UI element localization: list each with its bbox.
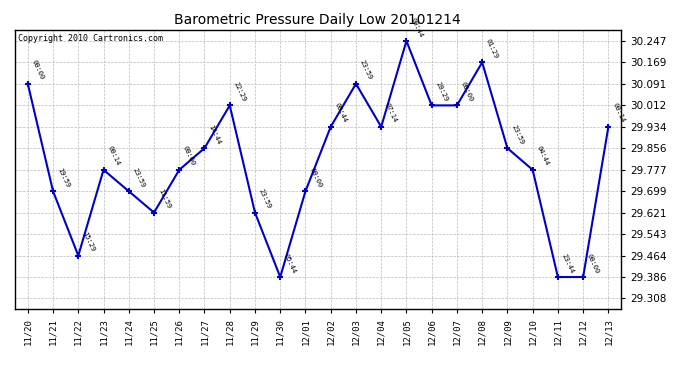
Text: 07:14: 07:14 (384, 102, 398, 124)
Text: 23:59: 23:59 (132, 166, 146, 188)
Text: 23:59: 23:59 (510, 124, 524, 146)
Text: 11:59: 11:59 (157, 188, 171, 210)
Text: 19:59: 19:59 (56, 166, 70, 188)
Text: 00:00: 00:00 (182, 145, 197, 167)
Text: 00:44: 00:44 (333, 102, 348, 124)
Text: 00:00: 00:00 (586, 252, 600, 274)
Text: 00:00: 00:00 (30, 59, 45, 81)
Text: 00:14: 00:14 (106, 145, 121, 167)
Text: 00:00: 00:00 (460, 81, 474, 103)
Text: 05:44: 05:44 (283, 252, 297, 274)
Text: 04:44: 04:44 (535, 145, 550, 167)
Text: 23:59: 23:59 (258, 188, 272, 210)
Text: 00:44: 00:44 (409, 16, 424, 38)
Text: 00:14: 00:14 (611, 102, 626, 124)
Text: 00:00: 00:00 (308, 166, 323, 188)
Text: Barometric Pressure Daily Low 20101214: Barometric Pressure Daily Low 20101214 (174, 13, 461, 27)
Text: 14:44: 14:44 (207, 124, 221, 146)
Text: 01:29: 01:29 (485, 38, 500, 60)
Text: 23:59: 23:59 (359, 59, 373, 81)
Text: 15:29: 15:29 (81, 231, 95, 253)
Text: 22:29: 22:29 (233, 81, 247, 103)
Text: 23:44: 23:44 (561, 252, 575, 274)
Text: 20:29: 20:29 (435, 81, 449, 103)
Text: Copyright 2010 Cartronics.com: Copyright 2010 Cartronics.com (18, 34, 164, 43)
